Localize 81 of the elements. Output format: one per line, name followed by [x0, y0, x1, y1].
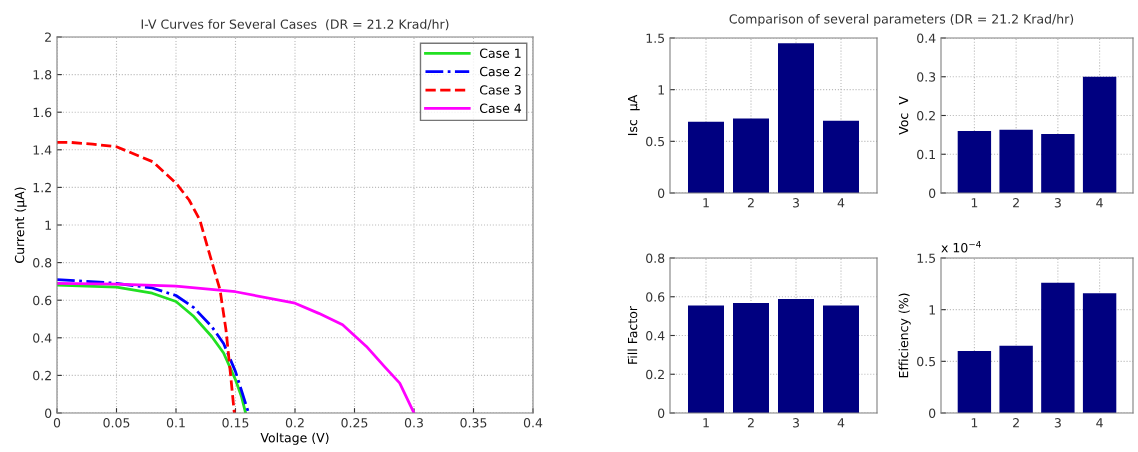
- y-tick-label: 0.4: [646, 330, 665, 341]
- x-tick-label: 1: [971, 418, 978, 428]
- y-axis-title: Current (µA): [14, 187, 27, 263]
- y-tick-label: 1: [929, 305, 935, 315]
- x-tick-label: 3: [792, 198, 799, 208]
- x-tick-label: 2: [1013, 198, 1019, 208]
- legend-label: Case 2: [479, 66, 521, 77]
- bar: [1041, 282, 1075, 413]
- y-tick-label: 0.2: [646, 369, 664, 380]
- y-tick-label: 1.5: [646, 33, 665, 43]
- x-tick-label: 0.2: [285, 418, 304, 428]
- x-tick-label: 0.3: [404, 418, 423, 428]
- x-tick-label: 0: [53, 418, 61, 428]
- chart-title: I-V Curves for Several Cases (DR = 21.2 Krad/hr): [141, 19, 449, 31]
- y-tick-label: 0.3: [917, 72, 936, 82]
- x-tick-label: 4: [837, 198, 845, 208]
- bar: [778, 43, 814, 193]
- bar: [957, 351, 992, 413]
- y-tick-label: 0: [929, 188, 936, 198]
- x-tick-label: 3: [1054, 418, 1061, 428]
- y-axis-title: Isc µA: [627, 94, 640, 136]
- x-tick-label: 0.35: [460, 418, 487, 428]
- y-tick-label: 0.6: [646, 292, 665, 302]
- x-tick-label: 1: [703, 418, 709, 428]
- y-tick-label: 0.6: [33, 295, 52, 306]
- y-tick-label: 2: [45, 32, 51, 42]
- bar: [733, 118, 769, 193]
- line-series: [57, 140, 236, 413]
- y-tick-label: 0.5: [917, 356, 936, 367]
- x-tick-label: 3: [1054, 198, 1061, 208]
- legend-label: Case 4: [479, 103, 522, 113]
- y-axis-title: Efficiency (%): [898, 293, 911, 378]
- bar: [999, 345, 1033, 413]
- bar: [1041, 134, 1075, 193]
- y-tick-label: 1.6: [33, 107, 52, 118]
- bar: [957, 131, 992, 193]
- y-tick-label: 0.4: [33, 333, 52, 343]
- y-tick-label: 0: [929, 408, 936, 418]
- bar: [688, 121, 724, 193]
- x-axis-title: Voltage (V): [260, 432, 329, 445]
- x-tick-label: 0.1: [166, 418, 185, 428]
- y-tick-label: 1.4: [33, 145, 52, 155]
- bar: [999, 129, 1033, 193]
- bar: [1082, 293, 1117, 413]
- y-tick-label: 0: [45, 408, 52, 418]
- y-tick-label: 1.8: [33, 70, 52, 80]
- y-tick-label: 0.1: [917, 149, 935, 160]
- legend-label: Case 3: [479, 85, 521, 95]
- line-series: [57, 281, 416, 413]
- x-tick-label: 0.25: [341, 418, 368, 428]
- y-tick-label: 1: [658, 85, 664, 95]
- chart-title: Comparison of several parameters (DR = 21.2 Krad/hr): [729, 13, 1074, 27]
- x-tick-label: 2: [747, 418, 754, 428]
- y-tick-label: 0: [658, 188, 665, 198]
- y-tick-label: 0.4: [917, 33, 936, 43]
- y-tick-label: 1.5: [917, 253, 936, 263]
- y-tick-label: 1.2: [33, 182, 51, 193]
- x-tick-label: 4: [837, 418, 845, 428]
- x-tick-label: 0.4: [523, 418, 543, 428]
- y-tick-label: 0: [658, 408, 665, 418]
- x-tick-label: 1: [971, 198, 978, 208]
- y-tick-label: 0.8: [33, 258, 52, 268]
- x-tick-label: 2: [1013, 418, 1019, 428]
- x-tick-label: 3: [792, 418, 799, 428]
- x-tick-label: 0.15: [222, 418, 249, 428]
- legend-label: Case 1: [479, 48, 521, 58]
- y-tick-label: 0.8: [646, 253, 665, 263]
- y-tick-label: 0.2: [917, 110, 935, 121]
- x-tick-label: 0.05: [103, 418, 130, 428]
- x-tick-label: 1: [703, 198, 709, 208]
- y-tick-label: 1: [45, 220, 51, 230]
- y-tick-label: 0.5: [646, 136, 665, 147]
- text: x 10$^{−4}$: [941, 241, 981, 253]
- x-tick-label: 2: [747, 198, 754, 208]
- x-tick-label: 4: [1096, 418, 1103, 428]
- y-axis-title: Fill Factor: [627, 306, 638, 364]
- bar: [1082, 76, 1117, 193]
- y-axis-title: Voc V: [898, 96, 909, 135]
- bar: [823, 120, 859, 193]
- x-tick-label: 4: [1096, 198, 1103, 208]
- y-tick-label: 0.2: [33, 370, 51, 381]
